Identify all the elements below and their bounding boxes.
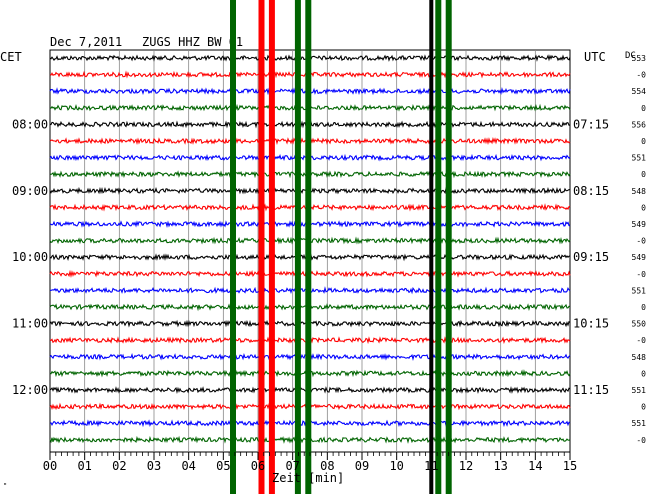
header-date: Dec 7,2011 <box>50 35 122 49</box>
event-group <box>230 0 452 494</box>
dc-values: 553 -0 554 0 556 0 551 0 548 0 549 -0 549 -0 551 0 550 -0… <box>632 54 647 445</box>
dc-value: 0 <box>641 203 646 212</box>
left-timezone-label: CET <box>0 50 22 64</box>
x-tick-label: 11 <box>424 459 438 473</box>
left-time-label: 10:00 <box>12 250 48 264</box>
right-time-label: 10:15 <box>573 317 609 331</box>
dc-value: 0 <box>641 104 646 113</box>
seismic-event-band <box>230 0 236 494</box>
right-time-label: 08:15 <box>573 184 609 198</box>
dc-label: DC <box>625 51 636 61</box>
right-time-labels: 07:15 08:15 09:15 10:15 11:15 <box>573 117 609 397</box>
dc-value: -0 <box>636 270 646 279</box>
x-tick-label: 10 <box>389 459 403 473</box>
x-tick-label: 08 <box>320 459 334 473</box>
right-time-label: 07:15 <box>573 117 609 131</box>
seismic-event-band <box>429 0 434 494</box>
dc-value: 553 <box>632 54 647 63</box>
x-tick-label: 00 <box>43 459 57 473</box>
x-tick-label: 02 <box>112 459 126 473</box>
seismic-event-band <box>268 0 275 494</box>
dc-value: 0 <box>641 170 646 179</box>
dc-value: 554 <box>632 87 647 96</box>
dc-value: 0 <box>641 137 646 146</box>
dc-value: 0 <box>641 403 646 412</box>
dc-value: 551 <box>632 386 647 395</box>
dc-value: 549 <box>632 253 647 262</box>
dc-value: 550 <box>632 320 647 329</box>
dc-value: 0 <box>641 369 646 378</box>
seismic-event-band <box>294 0 301 494</box>
x-axis-label: Zeit [min] <box>272 471 344 485</box>
x-tick-label: 14 <box>528 459 542 473</box>
seismic-event-band <box>445 0 452 494</box>
dc-value: 549 <box>632 220 647 229</box>
dc-value: 0 <box>641 303 646 312</box>
x-tick-label: 12 <box>459 459 473 473</box>
left-time-label: 09:00 <box>12 184 48 198</box>
dc-value: 548 <box>632 187 647 196</box>
dc-value: 551 <box>632 154 647 163</box>
header-station: ZUGS HHZ BW 01 <box>142 35 243 49</box>
left-time-label: 08:00 <box>12 117 48 131</box>
seismic-event-band <box>305 0 312 494</box>
left-time-label: 11:00 <box>12 317 48 331</box>
dc-value: 551 <box>632 419 647 428</box>
right-time-label: 09:15 <box>573 250 609 264</box>
dc-value: 551 <box>632 286 647 295</box>
x-tick-label: 01 <box>77 459 91 473</box>
x-tick-label: 09 <box>355 459 369 473</box>
seismic-event-band <box>258 0 265 494</box>
x-axis: 00 01 02 03 04 05 06 07 08 09 10 11 12 13 14 15 <box>43 452 577 473</box>
dc-value: 548 <box>632 353 647 362</box>
dc-value: -0 <box>636 336 646 345</box>
x-tick-label: 06 <box>251 459 265 473</box>
right-time-label: 11:15 <box>573 383 609 397</box>
corner-mark: " <box>3 482 7 490</box>
x-tick-label: 15 <box>563 459 577 473</box>
dc-value: 556 <box>632 120 647 129</box>
right-timezone-label: UTC <box>584 50 606 64</box>
dc-value: -0 <box>636 237 646 246</box>
x-tick-label: 03 <box>147 459 161 473</box>
dc-value: -0 <box>636 71 646 80</box>
x-tick-label: 05 <box>216 459 230 473</box>
seismic-event-band <box>435 0 442 494</box>
dc-value: -0 <box>636 436 646 445</box>
left-time-labels: 08:00 09:00 10:00 11:00 12:00 <box>12 117 48 397</box>
x-tick-label: 04 <box>181 459 195 473</box>
x-tick-label: 13 <box>493 459 507 473</box>
x-tick-label: 07 <box>285 459 299 473</box>
left-time-label: 12:00 <box>12 383 48 397</box>
